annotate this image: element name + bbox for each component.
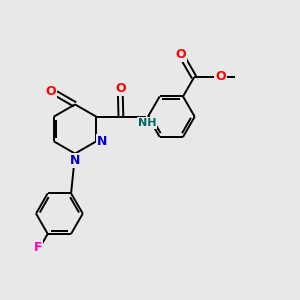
Text: N: N xyxy=(70,154,80,167)
Text: F: F xyxy=(33,241,42,254)
Text: O: O xyxy=(175,49,186,62)
Text: N: N xyxy=(97,134,107,148)
Text: NH: NH xyxy=(138,118,157,128)
Text: O: O xyxy=(115,82,126,95)
Text: O: O xyxy=(45,85,56,98)
Text: O: O xyxy=(215,70,226,83)
